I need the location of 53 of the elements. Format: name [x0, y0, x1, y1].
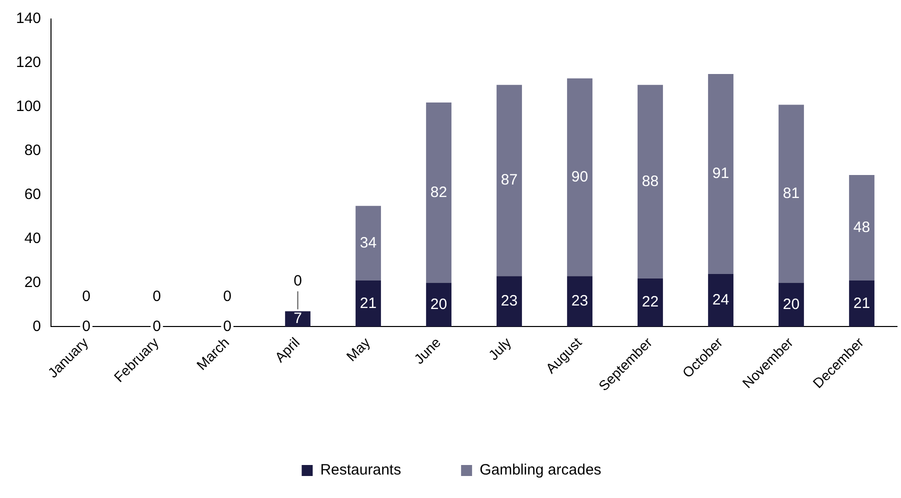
y-tick-label: 120 — [16, 54, 42, 72]
bar — [567, 276, 592, 327]
data-label: 48 — [853, 218, 870, 236]
bar — [708, 274, 734, 327]
data-label: 0 — [82, 288, 90, 305]
bar — [778, 104, 804, 283]
data-label: 20 — [430, 296, 448, 313]
y-tick-label: 60 — [24, 186, 42, 203]
data-label: 24 — [712, 291, 730, 308]
data-label: 7 — [294, 310, 302, 328]
data-label: 0 — [223, 288, 232, 305]
bar — [356, 280, 381, 327]
bar — [356, 206, 381, 281]
data-label: 81 — [782, 184, 800, 202]
x-tick-label: May — [343, 334, 374, 364]
bar — [426, 102, 452, 283]
x-tick-label: July — [485, 334, 514, 364]
y-tick-label: 140 — [16, 10, 42, 28]
data-label: 34 — [360, 234, 377, 252]
bar — [496, 276, 522, 327]
data-label: 22 — [642, 294, 659, 311]
data-label: 0 — [82, 318, 90, 335]
bar — [849, 280, 874, 327]
y-tick-label: 80 — [24, 142, 42, 160]
data-label: 90 — [571, 168, 588, 186]
legend-label: Restaurants — [320, 462, 402, 479]
bar — [567, 78, 592, 276]
data-label: 0 — [223, 318, 232, 335]
bar — [426, 282, 452, 327]
data-label: 23 — [500, 292, 518, 310]
data-label: 0 — [152, 318, 161, 335]
bar — [849, 175, 874, 281]
data-label: 0 — [294, 272, 302, 290]
bar — [708, 74, 734, 274]
bar — [638, 84, 663, 278]
y-tick-label: 40 — [24, 230, 42, 247]
y-tick-label: 100 — [16, 98, 42, 116]
data-label: 23 — [571, 292, 588, 310]
data-label: 0 — [152, 288, 161, 305]
bar — [778, 282, 804, 327]
legend-label: Gambling arcades — [480, 462, 602, 479]
data-label: 82 — [430, 184, 448, 201]
data-label: 20 — [782, 296, 800, 313]
bar — [638, 278, 663, 327]
y-tick-label: 0 — [32, 318, 42, 335]
data-label: 21 — [853, 294, 870, 312]
data-label: 91 — [712, 165, 730, 182]
bar — [496, 84, 522, 276]
bar — [285, 311, 310, 327]
data-label: 87 — [500, 172, 518, 189]
data-label: 21 — [360, 294, 377, 312]
data-label: 88 — [642, 172, 659, 190]
y-tick-label: 20 — [24, 274, 42, 291]
